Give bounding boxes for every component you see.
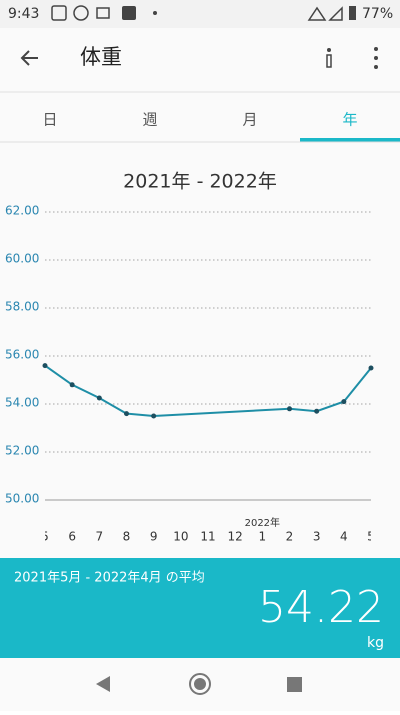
status-bar xyxy=(0,0,400,28)
status-time: 9:43 xyxy=(8,6,39,22)
y-tick-label: 52.00 xyxy=(5,444,39,458)
x-tick-label: 5 xyxy=(367,530,375,544)
status-icon xyxy=(51,5,67,21)
y-tick-label: 56.00 xyxy=(5,348,39,362)
y-tick-label: 54.00 xyxy=(5,396,39,410)
x-axis-labels: 5 6 7 8 9 10 11 12 1 2 3 4 5 xyxy=(41,530,375,544)
summary-unit: kg xyxy=(367,635,384,651)
data-point xyxy=(341,399,347,405)
status-icon xyxy=(96,7,110,19)
x-tick-label: 5 xyxy=(41,530,49,544)
data-point xyxy=(69,382,75,388)
y-tick-label: 50.00 xyxy=(5,492,39,506)
signal-icon xyxy=(328,6,343,21)
app-bar xyxy=(0,28,400,88)
x-tick-label: 3 xyxy=(313,530,321,544)
x-tick-label: 1 xyxy=(259,530,267,544)
x-tick-label: 9 xyxy=(150,530,158,544)
menu-button[interactable] xyxy=(374,47,378,69)
data-point xyxy=(151,413,157,419)
x-tick-label: 11 xyxy=(200,530,215,544)
nav-back[interactable] xyxy=(96,676,110,692)
x-tick-label: 12 xyxy=(228,530,243,544)
tab-selected[interactable]: 年 xyxy=(342,111,357,129)
x-tick-label: 7 xyxy=(96,530,104,544)
data-point xyxy=(42,363,48,369)
battery-icon xyxy=(349,6,356,20)
tab-indicator xyxy=(300,138,400,142)
wifi-icon xyxy=(307,6,327,21)
data-point xyxy=(314,408,320,414)
y-tick-label: 62.00 xyxy=(5,204,39,218)
chart-title: 2021年 - 2022年 xyxy=(123,171,277,193)
x-tick-label: 2 xyxy=(286,530,294,544)
x-tick-label: 10 xyxy=(173,530,188,544)
summary-value: 54.22 xyxy=(258,582,384,633)
chart: 62.00 60.00 58.00 56.00 54.00 52.00 50.00 5 6 7 8 9… xyxy=(5,204,375,544)
status-battery: 77% xyxy=(362,6,393,22)
y-tick-label: 60.00 xyxy=(5,252,39,266)
summary-panel xyxy=(0,558,400,658)
x-tick-label: 8 xyxy=(123,530,131,544)
summary-label: 2021年5月 - 2022年4月 の平均 xyxy=(14,571,205,586)
data-point xyxy=(124,411,129,417)
x-tick-label: 4 xyxy=(340,530,348,544)
data-point xyxy=(96,395,102,401)
tab[interactable]: 月 xyxy=(242,111,257,129)
status-icon xyxy=(73,5,89,21)
nav-recents[interactable] xyxy=(287,677,302,692)
x-tick-label: 6 xyxy=(68,530,76,544)
app-title: 体重 xyxy=(80,45,122,69)
data-point xyxy=(287,406,292,412)
nav-home-dot xyxy=(194,678,206,690)
status-icon xyxy=(122,6,136,20)
nav-home[interactable] xyxy=(189,673,211,695)
tab[interactable]: 日 xyxy=(42,111,57,129)
x-annotation: 2022年 xyxy=(245,516,280,529)
back-button[interactable] xyxy=(20,50,38,66)
info-button[interactable] xyxy=(326,48,332,68)
tab[interactable]: 週 xyxy=(142,111,157,129)
status-icon xyxy=(153,11,157,15)
data-point xyxy=(368,365,374,371)
y-tick-label: 58.00 xyxy=(5,300,39,314)
